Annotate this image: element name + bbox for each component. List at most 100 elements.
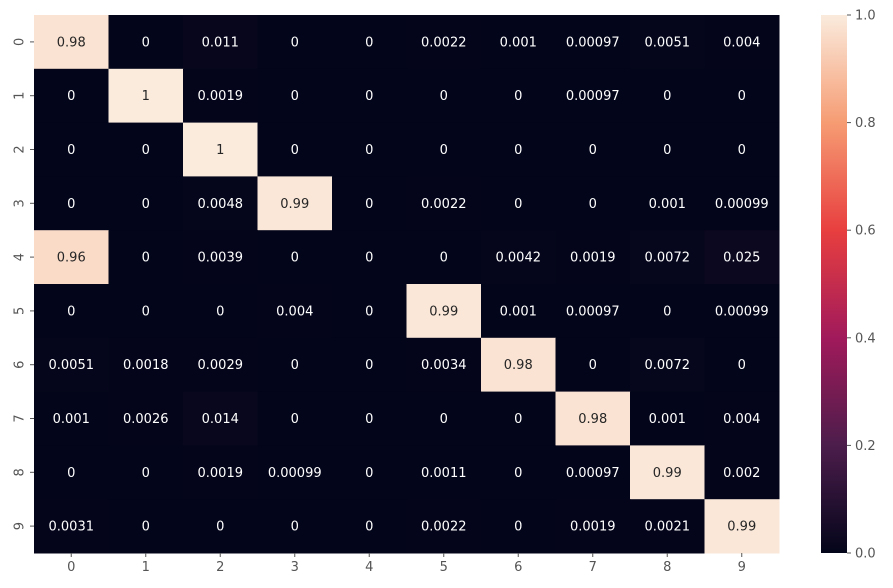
heatmap-cell <box>481 68 556 124</box>
cell-value-label: 0 <box>291 143 299 158</box>
heatmap-cell <box>332 68 407 124</box>
heatmap-cell <box>332 445 407 500</box>
cell-value-label: 1 <box>142 89 150 104</box>
heatmap-cell <box>406 391 482 446</box>
heatmap-cell <box>704 445 780 500</box>
heatmap-cell <box>34 499 109 554</box>
cell-value-label: 0.001 <box>649 197 686 212</box>
cell-value-label: 0 <box>589 358 597 373</box>
cell-value-label: 0 <box>514 197 522 212</box>
cell-value-label: 0.0042 <box>496 251 542 266</box>
cell-value-label: 0 <box>365 304 373 319</box>
heatmap-cell <box>183 15 258 70</box>
heatmap-cell <box>257 176 333 231</box>
y-axis: 0 1 2 3 4 5 6 7 8 9 <box>13 38 34 530</box>
cell-value-label: 0.99 <box>653 466 682 481</box>
heatmap-cell <box>257 499 333 554</box>
heatmap-cell <box>481 284 556 339</box>
cell-value-label: 0 <box>67 466 75 481</box>
heatmap-cell <box>555 122 631 177</box>
cell-value-label: 0.001 <box>500 35 537 50</box>
cell-value-label: 0.004 <box>723 412 760 427</box>
cell-value-label: 0.001 <box>649 412 686 427</box>
heatmap-cell <box>555 337 631 393</box>
cell-value-label: 0.00099 <box>715 304 769 319</box>
cell-value-label: 0 <box>514 466 522 481</box>
y-tick-label: 7 <box>13 414 28 422</box>
heatmap-cell <box>555 284 631 339</box>
heatmap-cell <box>630 337 705 393</box>
cell-value-label: 0 <box>365 251 373 266</box>
cell-value-label: 0.0022 <box>421 520 467 535</box>
heatmap-cell <box>332 15 407 70</box>
heatmap-cell <box>332 499 407 554</box>
cell-value-label: 0 <box>589 143 597 158</box>
heatmap-cell <box>34 68 109 124</box>
x-tick-label: 9 <box>738 560 746 575</box>
heatmap-cell <box>34 176 109 231</box>
cell-value-label: 0.0019 <box>198 466 244 481</box>
heatmap-cell <box>34 284 109 339</box>
heatmap-cell <box>34 391 109 446</box>
colorbar-tick-label: 0.8 <box>855 116 876 131</box>
cell-value-label: 0 <box>365 89 373 104</box>
heatmap-cell <box>704 391 780 446</box>
heatmap-cell <box>406 176 482 231</box>
cell-value-label: 0 <box>663 304 671 319</box>
heatmap-cell <box>183 391 258 446</box>
heatmap-cell <box>257 68 333 124</box>
heatmap-cell <box>108 176 184 231</box>
heatmap-cell <box>34 445 109 500</box>
heatmap-cell <box>183 176 258 231</box>
heatmap-cell <box>630 15 705 70</box>
cell-value-label: 0.98 <box>504 358 533 373</box>
cell-value-label: 0.00097 <box>566 89 620 104</box>
cell-value-label: 0 <box>440 143 448 158</box>
cell-value-label: 0.0019 <box>570 520 616 535</box>
cell-value-label: 0 <box>291 412 299 427</box>
heatmap-cell <box>481 391 556 446</box>
cell-value-label: 0 <box>514 89 522 104</box>
y-tick-label: 2 <box>13 145 28 153</box>
cell-value-label: 0 <box>738 89 746 104</box>
cell-value-label: 0 <box>291 520 299 535</box>
heatmap-cell <box>332 230 407 285</box>
cell-value-label: 0.0031 <box>49 520 95 535</box>
cell-value-label: 0.00099 <box>268 466 322 481</box>
cell-value-label: 0.0021 <box>645 520 691 535</box>
heatmap-cell <box>257 15 333 70</box>
heatmap-cell <box>406 445 482 500</box>
cell-value-label: 0.0051 <box>49 358 95 373</box>
heatmap-cell <box>630 391 705 446</box>
cell-value-label: 0 <box>514 520 522 535</box>
heatmap-cell <box>481 15 556 70</box>
heatmap-cell <box>704 284 780 339</box>
heatmap-cell <box>34 15 109 70</box>
heatmap-cell <box>257 122 333 177</box>
heatmap-cell <box>555 230 631 285</box>
cell-value-label: 0 <box>291 358 299 373</box>
cell-value-label: 0 <box>67 197 75 212</box>
heatmap-cell <box>183 230 258 285</box>
cell-value-label: 0.0039 <box>198 251 244 266</box>
y-tick-label: 8 <box>13 468 28 476</box>
x-tick-label: 3 <box>291 560 299 575</box>
x-tick-label: 4 <box>365 560 373 575</box>
heatmap-cell <box>183 284 258 339</box>
heatmap-cell <box>555 499 631 554</box>
cell-value-label: 0.0018 <box>123 358 169 373</box>
heatmap-cell <box>704 15 780 70</box>
heatmap-cell <box>630 122 705 177</box>
cell-value-label: 0 <box>291 35 299 50</box>
cell-value-label: 0.99 <box>727 520 756 535</box>
y-tick-label: 4 <box>13 253 28 261</box>
heatmap-cell <box>630 230 705 285</box>
cell-value-label: 0 <box>67 304 75 319</box>
y-tick-label: 6 <box>13 361 28 369</box>
cell-value-label: 0 <box>663 89 671 104</box>
cell-value-label: 0.0022 <box>421 197 467 212</box>
heatmap-cell <box>406 337 482 393</box>
heatmap-cell <box>257 391 333 446</box>
cell-value-label: 0 <box>291 251 299 266</box>
